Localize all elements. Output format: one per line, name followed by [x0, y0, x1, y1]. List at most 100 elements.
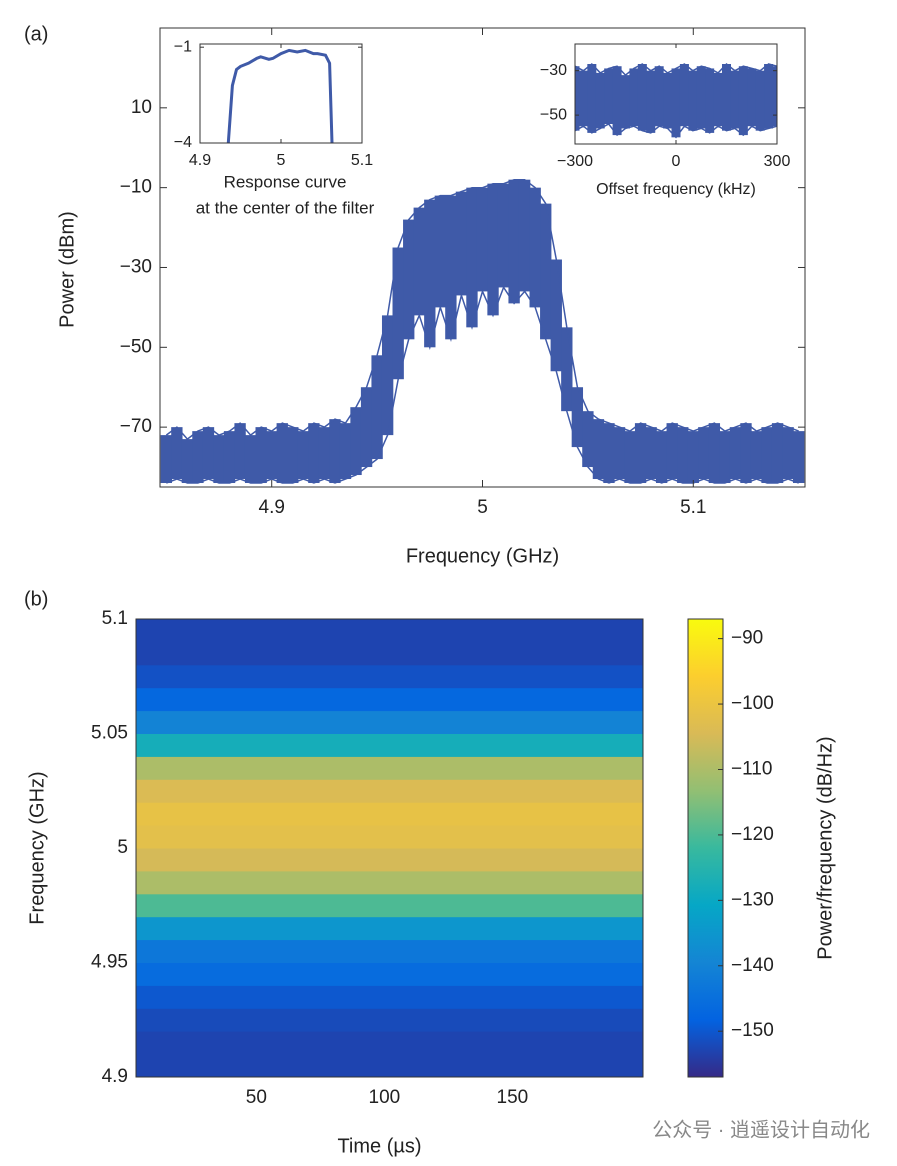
band-segment: [721, 64, 732, 131]
y-axis-label: Frequency (GHz): [26, 771, 48, 924]
plot-frame: [135, 618, 644, 1078]
y-tick-label: 4.9: [102, 1066, 128, 1087]
band-segment: [371, 355, 383, 460]
heat-row: [136, 641, 643, 666]
y-tick-label: 10: [131, 97, 152, 118]
band-segment: [604, 68, 614, 124]
band-segment: [687, 431, 699, 484]
colorbar-tick-label: −130: [731, 889, 774, 910]
panel-label: (a): [24, 23, 48, 45]
x-tick-label: 4.9: [189, 152, 211, 169]
band-segment: [234, 423, 246, 480]
band-segment: [719, 431, 731, 484]
band-segment: [705, 68, 715, 133]
band-segment: [339, 423, 352, 480]
band-segment: [592, 419, 605, 480]
band-segment: [629, 68, 639, 127]
x-axis-label: Frequency (GHz): [406, 545, 559, 567]
band-segment: [730, 70, 740, 129]
band-segment: [318, 427, 331, 480]
band-segment: [575, 66, 580, 131]
colorbar-label: Power/frequency (dB/Hz): [814, 736, 836, 959]
colorbar-tick-label: −140: [731, 955, 774, 976]
colorbar-tick-label: −110: [731, 759, 772, 780]
band-edge: [574, 123, 778, 139]
band-segment: [663, 72, 673, 129]
band-segment: [571, 387, 584, 448]
heat-row: [136, 802, 643, 826]
band-segment: [750, 431, 763, 480]
band-edge: [165, 178, 799, 441]
y-tick-label: −50: [120, 336, 152, 357]
band-segment: [772, 66, 777, 127]
band-segment: [424, 199, 436, 348]
band-segment: [508, 179, 520, 304]
x-tick-label: 5.1: [351, 152, 373, 169]
band-segment: [308, 423, 320, 484]
band-segment: [392, 247, 404, 380]
band-segment: [612, 66, 622, 136]
band-segment: [620, 75, 631, 129]
band-segment: [764, 64, 774, 129]
band-segment: [761, 427, 773, 484]
band-segment: [297, 431, 310, 480]
band-segment: [561, 327, 573, 412]
band-segment: [455, 191, 468, 296]
band-segment: [192, 431, 204, 484]
heat-row: [136, 756, 643, 780]
band-segment: [679, 64, 689, 127]
x-tick-label: 5: [277, 152, 286, 169]
band-segment: [223, 431, 236, 484]
band-edge: [574, 62, 778, 77]
band-segment: [181, 439, 194, 484]
band-segment: [350, 407, 362, 476]
band-segment: [655, 431, 668, 484]
band-segment: [793, 431, 805, 484]
heat-row: [136, 619, 643, 643]
band-segment: [698, 427, 710, 480]
y-tick-label: −50: [540, 106, 567, 123]
band-segment: [413, 207, 425, 316]
band-segment: [654, 66, 664, 127]
band-segment: [582, 411, 594, 468]
band-segment: [738, 66, 748, 136]
colorbar-tick-label: −100: [731, 693, 774, 714]
watermark: 公众号 · 逍遥设计自动化: [652, 1118, 870, 1141]
band-segment: [403, 219, 415, 340]
band-segment: [434, 195, 447, 308]
band-segment: [688, 70, 698, 131]
band-trace: [575, 64, 777, 138]
x-tick-label: 300: [764, 153, 791, 170]
y-tick-label: 4.95: [91, 952, 128, 973]
x-axis-label: Offset frequency (kHz): [596, 181, 756, 198]
heat-row: [136, 1054, 643, 1078]
y-tick-label: 5.1: [102, 608, 128, 629]
band-segment: [740, 423, 752, 484]
inset-bg: [200, 44, 362, 143]
band-segment: [696, 66, 706, 129]
y-axis-label: Power (dBm): [56, 211, 78, 328]
band-segment: [671, 68, 681, 138]
band-segment: [276, 423, 288, 484]
band-segment: [624, 431, 636, 484]
heat-row: [136, 1008, 643, 1032]
band-segment: [613, 427, 626, 480]
response-curve: [226, 48, 334, 144]
heat-row: [136, 710, 643, 734]
band-segment: [677, 427, 689, 484]
x-tick-label: 5.1: [680, 497, 706, 518]
colorbar: [687, 618, 724, 1078]
y-tick-label: −4: [174, 134, 192, 151]
band-segment: [329, 419, 341, 484]
band-segment: [287, 427, 299, 484]
x-tick-label: 100: [369, 1087, 401, 1108]
y-tick-label: 5: [117, 837, 128, 858]
heat-row: [136, 985, 643, 1009]
colorbar-tick-label: −120: [731, 824, 774, 845]
heat-row: [136, 825, 643, 849]
x-axis-label: Time (µs): [337, 1135, 421, 1157]
band-segment: [202, 427, 215, 480]
heat-row: [136, 779, 643, 803]
heat-row: [136, 916, 643, 941]
band-segment: [540, 203, 552, 340]
